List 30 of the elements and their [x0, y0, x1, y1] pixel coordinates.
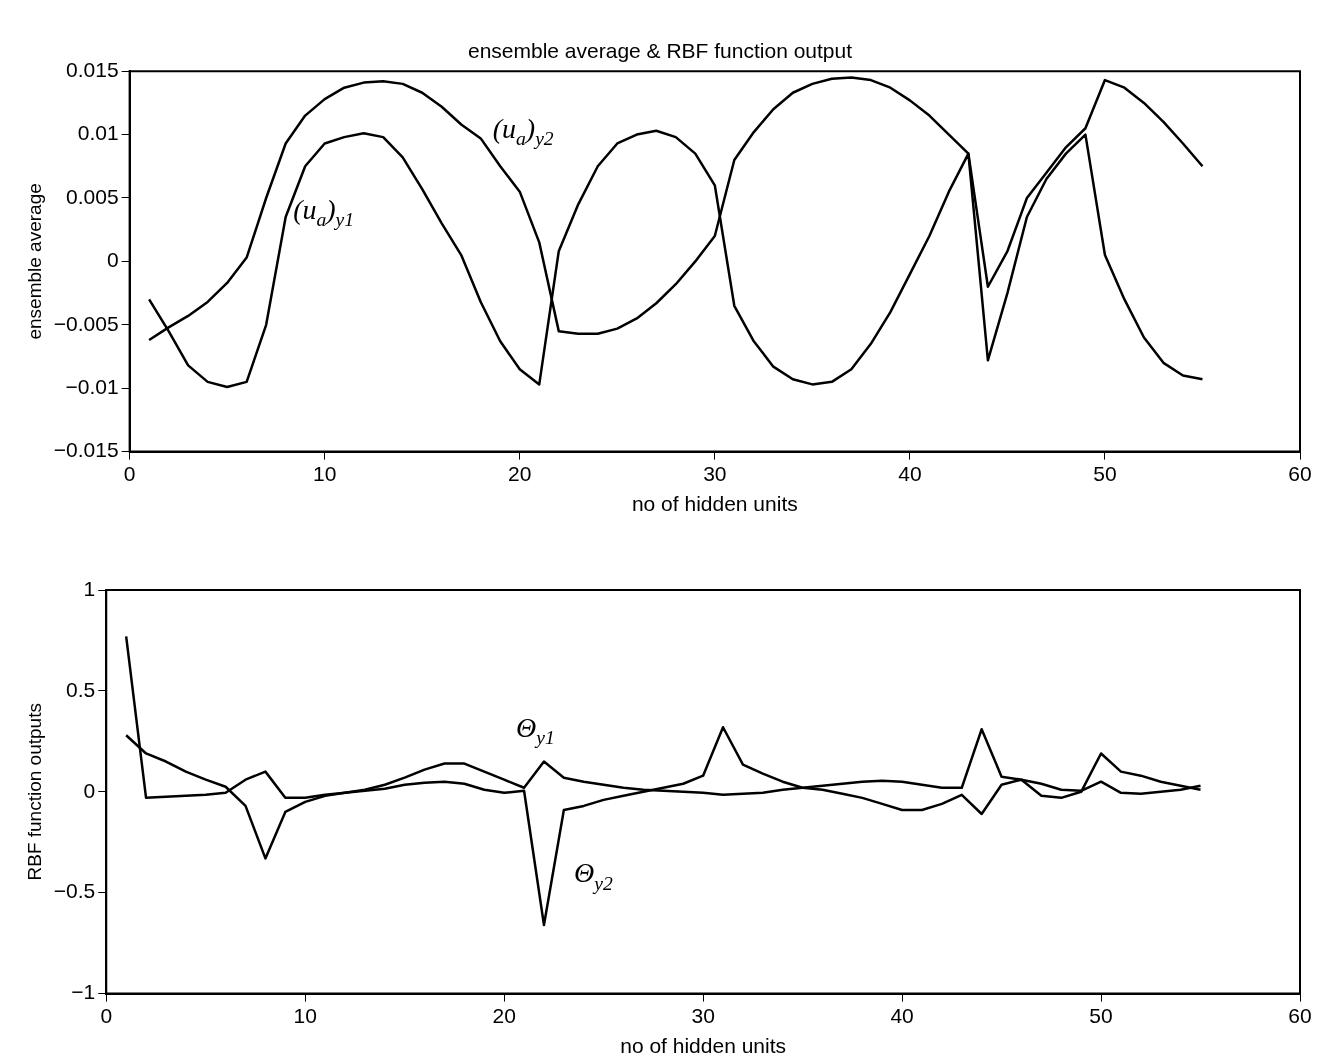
- x-tick-label: 60: [1288, 1004, 1312, 1027]
- y-tick-label: 0.005: [66, 184, 119, 208]
- y-tick-label: 1: [83, 576, 96, 600]
- y-tick-label: −0.015: [53, 438, 119, 462]
- chart-title: ensemble average & RBF function output: [467, 39, 853, 63]
- x-tick-label: 50: [1089, 1004, 1113, 1027]
- x-tick-label: 10: [313, 462, 337, 485]
- x-tick-label: 50: [1093, 462, 1117, 485]
- x-tick-label: 60: [1288, 462, 1312, 485]
- y-tick-label: −0.5: [53, 879, 96, 903]
- y-tick-label: −1: [71, 980, 96, 1004]
- x-tick-label: 40: [898, 462, 922, 485]
- y-tick-label: −0.005: [53, 311, 119, 335]
- y-axis-title: ensemble average: [23, 183, 45, 340]
- y-tick-label: 0: [83, 778, 96, 802]
- y-tick-label: 0.01: [77, 121, 119, 145]
- y-tick-label: 0: [106, 248, 119, 272]
- y-tick-label: 0.5: [66, 677, 96, 701]
- x-tick-label: 10: [293, 1004, 317, 1027]
- y-tick-label: −0.01: [65, 375, 119, 398]
- x-tick-label: 0: [123, 462, 136, 485]
- x-tick-label: 20: [508, 462, 532, 485]
- x-axis-title: no of hidden units: [620, 1034, 787, 1058]
- x-tick-label: 20: [492, 1004, 516, 1027]
- x-tick-label: 30: [691, 1004, 715, 1027]
- x-axis-title: no of hidden units: [631, 492, 798, 516]
- x-tick-label: 30: [703, 462, 727, 485]
- y-axis-title: RBF function outputs: [23, 703, 45, 881]
- y-tick-label: 0.015: [66, 58, 119, 81]
- x-tick-label: 40: [890, 1004, 914, 1027]
